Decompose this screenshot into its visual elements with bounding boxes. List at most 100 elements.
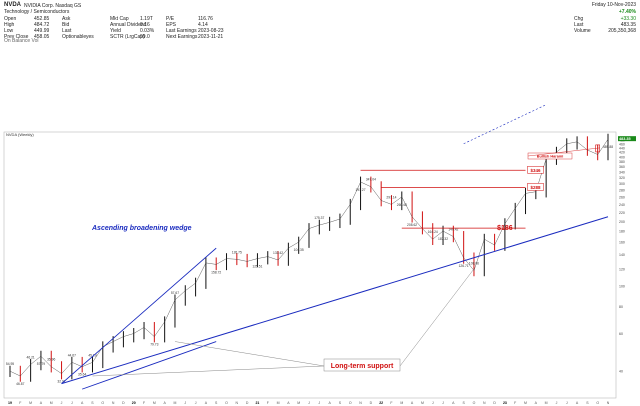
change-label: Chg (574, 16, 584, 22)
level-label: $346 (531, 168, 542, 173)
price-label: 208.62 (407, 223, 417, 227)
x-tick-label: N (112, 401, 115, 405)
x-tick-label: S (215, 401, 218, 405)
plot-area (3, 131, 617, 399)
y-tick-label: 360 (619, 165, 625, 169)
x-tick-label: M (545, 401, 548, 405)
y-tick-label: 180 (619, 230, 625, 234)
price-label: 140.42 (448, 227, 458, 231)
x-tick-label: O (596, 401, 599, 405)
wedge-upper-line (61, 247, 217, 384)
x-tick-label: M (524, 401, 527, 405)
x-tick-label: A (452, 401, 455, 405)
x-tick-label: J (195, 401, 197, 405)
x-tick-label: D (493, 401, 496, 405)
x-tick-label: M (50, 401, 53, 405)
level-box (527, 166, 544, 174)
price-label: 79.73 (150, 343, 158, 347)
y-tick-label: 200 (619, 220, 625, 224)
change-percent: +7.40% (618, 9, 636, 15)
x-tick-label: J (61, 401, 63, 405)
x-tick-label: J (71, 401, 73, 405)
x-tick-label: A (81, 401, 84, 405)
stat-value: 99.0 (140, 34, 150, 40)
annotation-harami: Bullish Harami (537, 155, 564, 159)
price-label: 35.64 (78, 373, 86, 377)
price-label: 260.48 (397, 203, 407, 207)
price-label: 133.42 (273, 251, 283, 255)
price-label: 489.88 (603, 145, 613, 149)
harami-leader (527, 147, 600, 157)
x-tick-label: S (91, 401, 94, 405)
stat-label: Optionable (62, 34, 87, 40)
x-tick-label: O (349, 401, 352, 405)
x-tick-label: F (267, 401, 269, 405)
x-tick-label: A (328, 401, 331, 405)
stat-label: Open (4, 16, 17, 22)
last-value: 483.35 (620, 22, 636, 28)
stat-value: 2023-11-21 (198, 34, 224, 40)
y-tick-label: 420 (619, 151, 625, 155)
x-tick-label: F (143, 401, 145, 405)
x-tick-label: 22 (379, 401, 383, 405)
level-box (527, 183, 544, 191)
x-tick-label: O (473, 401, 476, 405)
stat-label: Next Earnings (166, 34, 198, 40)
stat-value: 0.03% (140, 28, 155, 34)
x-tick-label: J (184, 401, 186, 405)
x-tick-label: M (400, 401, 403, 405)
y-tick-label: 160 (619, 241, 625, 245)
y-tick-label: 60 (619, 332, 623, 336)
x-tick-label: J (318, 401, 320, 405)
annotation-wedge: Ascending broadening wedge (91, 225, 192, 232)
price-label: 191.27 (356, 188, 366, 192)
ticker-symbol: NVDA (4, 2, 22, 8)
company-name: NVIDIA Corp. Nasdaq GS (24, 3, 82, 9)
price-label: 46.21 (26, 355, 34, 359)
support-leader (174, 341, 325, 367)
price-label: 45.19 (88, 353, 96, 357)
y-tick-label: 320 (619, 176, 625, 180)
level-label: $186 (497, 225, 513, 232)
volume-label: Volume (574, 28, 591, 34)
last-label: Last (574, 22, 584, 28)
stat-value: 452.85 (34, 16, 50, 22)
price-label: 187.32 (438, 237, 448, 241)
price-label: 125.51 (252, 265, 262, 269)
price-label: 297.14 (386, 195, 396, 199)
stat-value: 484.72 (34, 22, 50, 28)
support-line (61, 216, 609, 385)
y-tick-label: 220 (619, 211, 625, 215)
quote-date: Friday 10-Nov-2023 (591, 2, 636, 8)
stat-label: Mkt Cap (110, 16, 129, 22)
sector-label: Technology / Semiconductors (4, 9, 70, 15)
stat-label: Last Earnings (166, 28, 197, 34)
price-label: 44.67 (68, 353, 76, 357)
price-label: 158.72 (211, 270, 221, 274)
price-label: 57.67 (171, 291, 179, 295)
wedge-lower-line (82, 341, 217, 390)
x-tick-label: S (339, 401, 342, 405)
extension-line (463, 104, 547, 145)
stat-value: 0.16 (140, 22, 150, 28)
y-tick-label: 380 (619, 160, 625, 164)
stat-label: SCTR (LrgCap) (110, 34, 145, 40)
y-tick-label: 280 (619, 188, 625, 192)
stat-label: Bid (62, 22, 70, 28)
stat-label: Low (4, 28, 14, 34)
price-bars (9, 133, 609, 382)
stat-value: 449.99 (34, 28, 50, 34)
x-tick-label: S (462, 401, 465, 405)
x-tick-label: O (225, 401, 228, 405)
x-tick-label: 23 (503, 401, 507, 405)
x-tick-label: M (153, 401, 156, 405)
x-tick-label: M (174, 401, 177, 405)
x-tick-label: M (297, 401, 300, 405)
x-tick-label: J (556, 401, 558, 405)
price-label: 108.06 (469, 261, 479, 265)
x-tick-label: F (19, 401, 21, 405)
y-tick-label: 140 (619, 253, 625, 257)
x-tick-label: S (586, 401, 589, 405)
y-tick-label: 80 (619, 305, 623, 309)
x-tick-label: 21 (255, 401, 259, 405)
